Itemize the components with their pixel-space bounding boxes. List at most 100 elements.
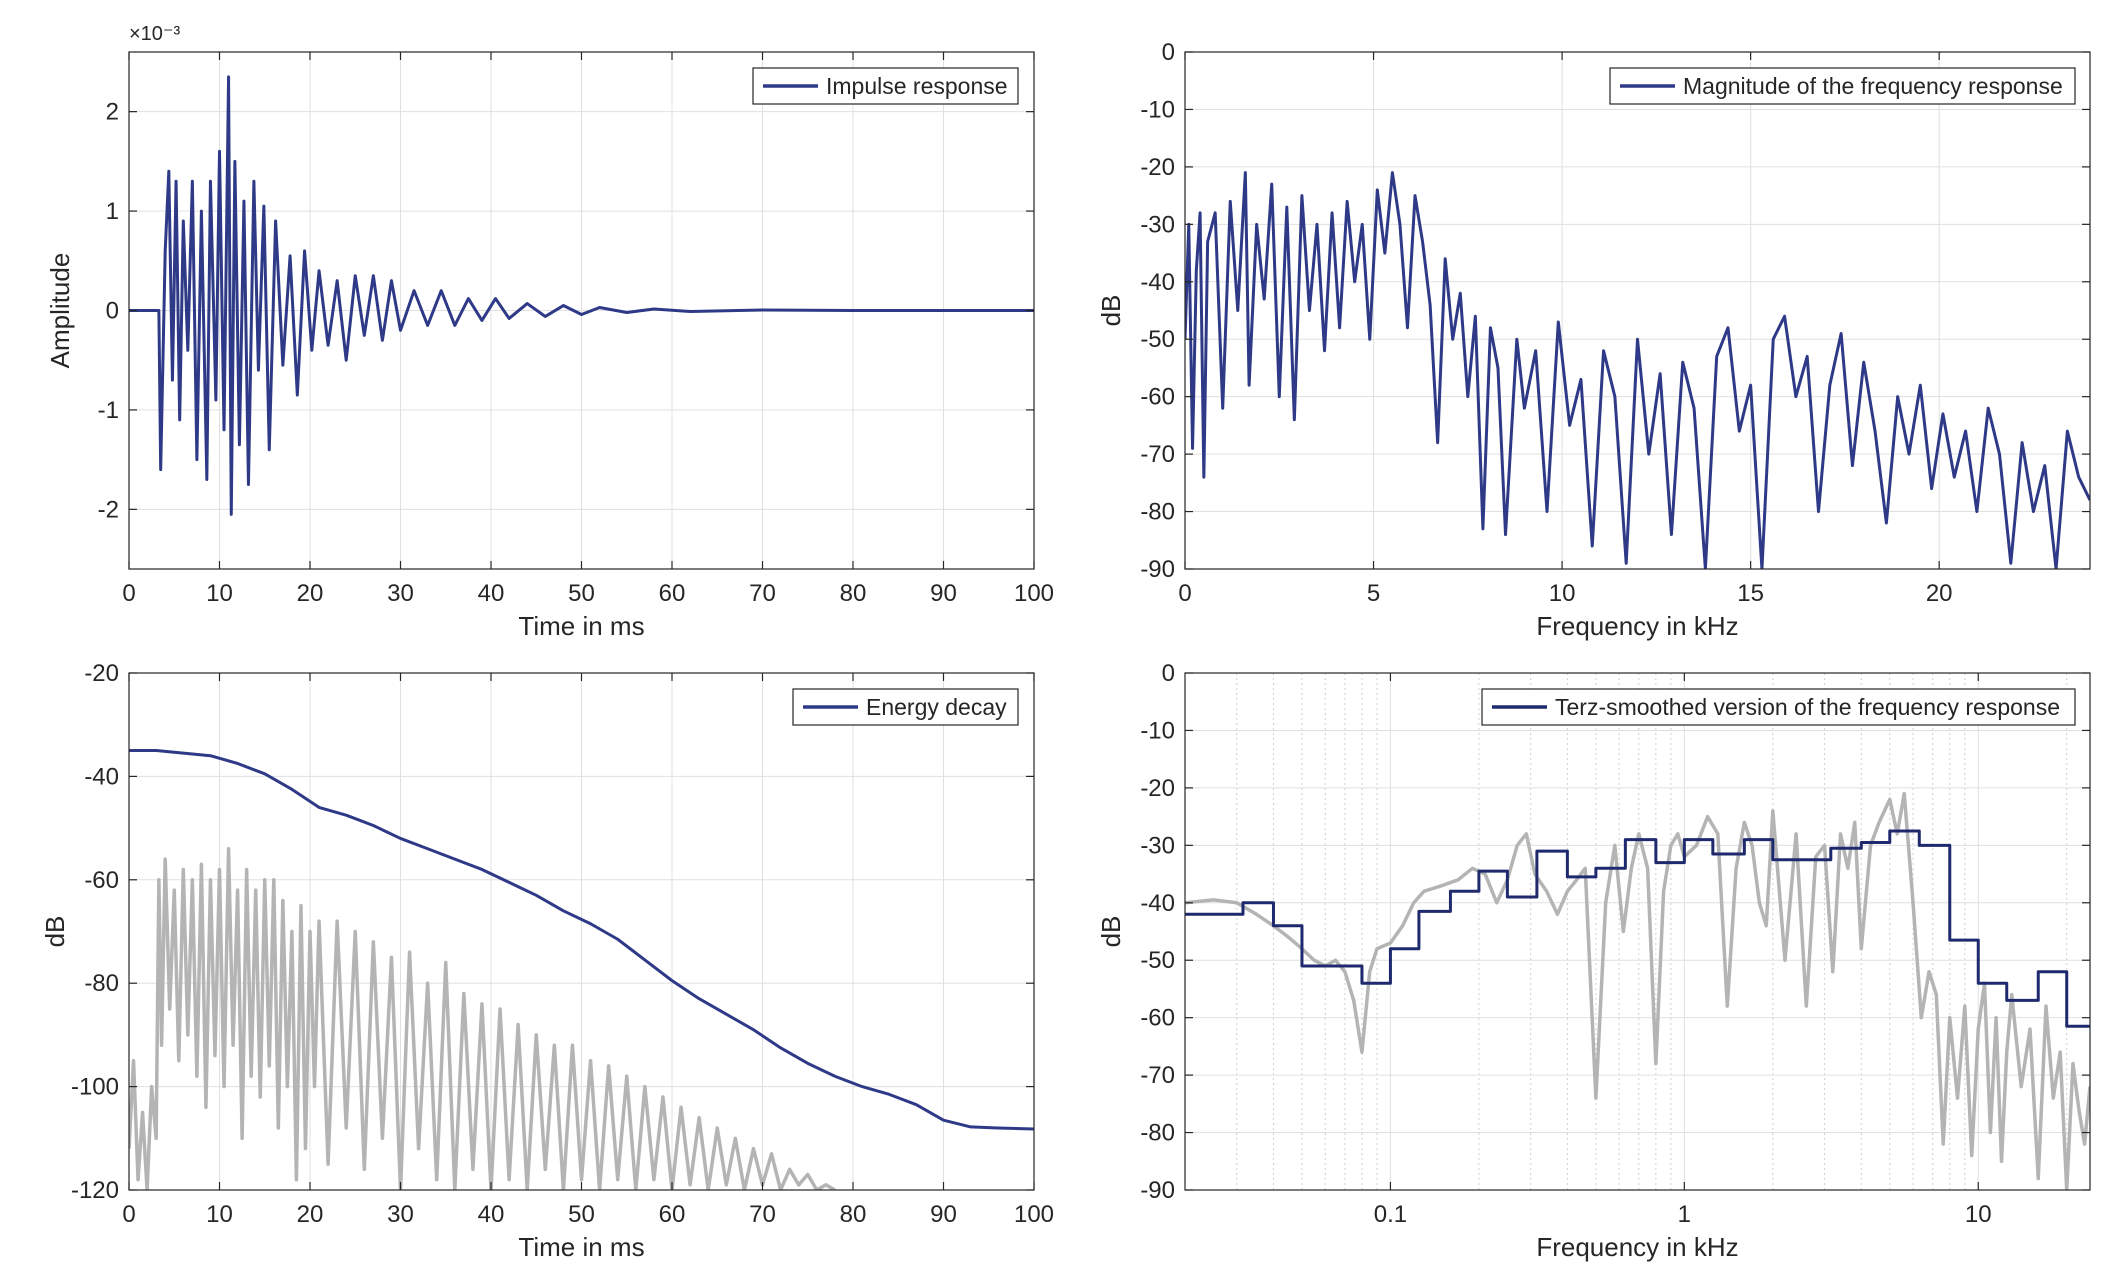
impulse-y-ticks: -2 -1 0 1 2	[98, 99, 1034, 523]
energy-x-axis-label: Time in ms	[518, 1232, 644, 1262]
energy-x-tick-label: 40	[478, 1201, 505, 1228]
terz-series-main	[1185, 829, 2090, 1028]
impulse-y-tick-label: -2	[98, 496, 119, 523]
magnitude-y-tick-label: -80	[1140, 499, 1175, 526]
energy-y-tick-label: -120	[71, 1177, 119, 1204]
impulse-x-tick-label: 10	[206, 580, 233, 607]
impulse-y-tick-label: 1	[106, 198, 119, 225]
magnitude-y-tick-label: -10	[1140, 96, 1175, 123]
energy-series-main	[129, 749, 1034, 1131]
magnitude-x-tick-label: 15	[1737, 580, 1764, 607]
energy-y-ticks: -20 -40 -60 -80 -100 -120	[71, 660, 1034, 1204]
energy-x-ticks: 0 10 20 30 40 50 60 70 80 90 100	[122, 673, 1054, 1228]
terz-x-axis-label: Frequency in kHz	[1536, 1232, 1738, 1262]
terz-x-ticks: 0.1 1 10	[1374, 673, 1992, 1228]
terz-legend-box	[1481, 688, 2076, 726]
terz-y-tick-label: -10	[1140, 717, 1175, 744]
energy-x-tick-label: 70	[749, 1201, 776, 1228]
energy-x-tick-label: 100	[1014, 1201, 1054, 1228]
magnitude-y-tick-label: -50	[1140, 326, 1175, 353]
energy-y-tick-label: -40	[84, 763, 119, 790]
impulse-series-main	[129, 75, 1034, 516]
magnitude-y-tick-label: -90	[1140, 556, 1175, 583]
terz-legend: Terz-smoothed version of the frequency r…	[1481, 688, 2076, 726]
impulse-x-tick-label: 20	[297, 580, 324, 607]
energy-x-tick-label: 50	[568, 1201, 595, 1228]
magnitude-y-tick-label: -20	[1140, 154, 1175, 181]
terz-y-tick-label: -20	[1140, 775, 1175, 802]
impulse-x-tick-label: 70	[749, 580, 776, 607]
energy-x-tick-label: 30	[387, 1201, 414, 1228]
terz-y-tick-label: -90	[1140, 1177, 1175, 1204]
impulse-x-axis-label: Time in ms	[518, 611, 644, 641]
energy-legend: Energy decay	[792, 688, 1019, 726]
magnitude-y-tick-label: -30	[1140, 211, 1175, 238]
magnitude-x-axis-label: Frequency in kHz	[1536, 611, 1738, 641]
energy-x-tick-label: 20	[297, 1201, 324, 1228]
chart-magnitude: 0 5 10 15 20 0 -10 -20 -30 -40 -50 -60 -70 -80 -90 Freq…	[1096, 39, 2091, 641]
terz-y-tick-label: -30	[1140, 832, 1175, 859]
terz-x-tick-label: 10	[1965, 1201, 1992, 1228]
magnitude-y-tick-label: -40	[1140, 269, 1175, 296]
magnitude-x-tick-label: 10	[1549, 580, 1576, 607]
impulse-x-tick-label: 100	[1014, 580, 1054, 607]
energy-series-background	[129, 847, 836, 1190]
magnitude-y-tick-label: -60	[1140, 384, 1175, 411]
energy-y-tick-label: -80	[84, 970, 119, 997]
energy-y-tick-label: -20	[84, 660, 119, 687]
impulse-legend: Impulse response	[752, 67, 1019, 105]
impulse-legend-label: Impulse response	[826, 73, 1008, 99]
magnitude-y-ticks: 0 -10 -20 -30 -40 -50 -60 -70 -80 -90	[1140, 39, 2090, 583]
chart-impulse: 0 10 20 30 40 50 60 70 80 90 100 -2 -1 0 1 2 Time in ms A…	[45, 23, 1054, 641]
chart-energy: 0 10 20 30 40 50 60 70 80 90 100 -20 -40 -60 -80 -100 -1…	[40, 660, 1054, 1262]
magnitude-x-tick-label: 0	[1178, 580, 1191, 607]
terz-y-tick-label: -50	[1140, 947, 1175, 974]
impulse-y-tick-label: -1	[98, 397, 119, 424]
energy-x-tick-label: 0	[122, 1201, 135, 1228]
magnitude-series-main	[1185, 171, 2090, 569]
impulse-y-tick-label: 0	[106, 298, 119, 325]
impulse-x-tick-label: 50	[568, 580, 595, 607]
energy-x-tick-label: 90	[930, 1201, 957, 1228]
magnitude-y-tick-label: 0	[1162, 39, 1175, 66]
energy-y-axis-label: dB	[40, 916, 70, 948]
impulse-x-tick-label: 30	[387, 580, 414, 607]
terz-y-axis-label: dB	[1096, 916, 1126, 948]
energy-legend-label: Energy decay	[866, 694, 1007, 720]
magnitude-axes-box	[1184, 51, 2091, 570]
magnitude-x-tick-label: 20	[1926, 580, 1953, 607]
terz-y-tick-label: -40	[1140, 890, 1175, 917]
impulse-x-tick-label: 0	[122, 580, 135, 607]
magnitude-y-tick-label: -70	[1140, 441, 1175, 468]
magnitude-legend-label: Magnitude of the frequency response	[1683, 73, 2063, 99]
impulse-x-tick-label: 60	[659, 580, 686, 607]
terz-axes-box	[1184, 672, 2091, 1191]
energy-y-tick-label: -60	[84, 867, 119, 894]
impulse-x-ticks: 0 10 20 30 40 50 60 70 80 90 100	[122, 52, 1054, 607]
magnitude-x-ticks: 0 5 10 15 20	[1178, 52, 1953, 607]
energy-x-tick-label: 10	[206, 1201, 233, 1228]
terz-y-ticks: 0 -10 -20 -30 -40 -50 -60 -70 -80 -90	[1140, 660, 2090, 1204]
energy-x-tick-label: 80	[840, 1201, 867, 1228]
energy-legend-box	[792, 688, 1019, 726]
impulse-x-tick-label: 40	[478, 580, 505, 607]
magnitude-y-axis-label: dB	[1096, 295, 1126, 327]
chart-terz: 0.1 1 10 0 -10 -20 -30 -40 -50 -60 -70 -80 -90 Freque…	[1096, 660, 2091, 1262]
impulse-exponent-label: ×10⁻³	[129, 23, 180, 45]
terz-y-tick-label: -60	[1140, 1005, 1175, 1032]
impulse-x-tick-label: 80	[840, 580, 867, 607]
magnitude-legend: Magnitude of the frequency response	[1609, 67, 2076, 105]
terz-y-tick-label: -80	[1140, 1120, 1175, 1147]
impulse-y-axis-label: Amplitude	[45, 253, 75, 369]
impulse-y-tick-label: 2	[106, 99, 119, 126]
terz-x-tick-label: 0.1	[1374, 1201, 1407, 1228]
impulse-x-tick-label: 90	[930, 580, 957, 607]
magnitude-legend-box	[1609, 67, 2076, 105]
energy-y-tick-label: -100	[71, 1074, 119, 1101]
terz-plot-area	[1185, 673, 2090, 1190]
terz-y-tick-label: 0	[1162, 660, 1175, 687]
terz-legend-label: Terz-smoothed version of the frequency r…	[1555, 694, 2060, 720]
terz-x-tick-label: 1	[1678, 1201, 1691, 1228]
terz-y-tick-label: -70	[1140, 1062, 1175, 1089]
